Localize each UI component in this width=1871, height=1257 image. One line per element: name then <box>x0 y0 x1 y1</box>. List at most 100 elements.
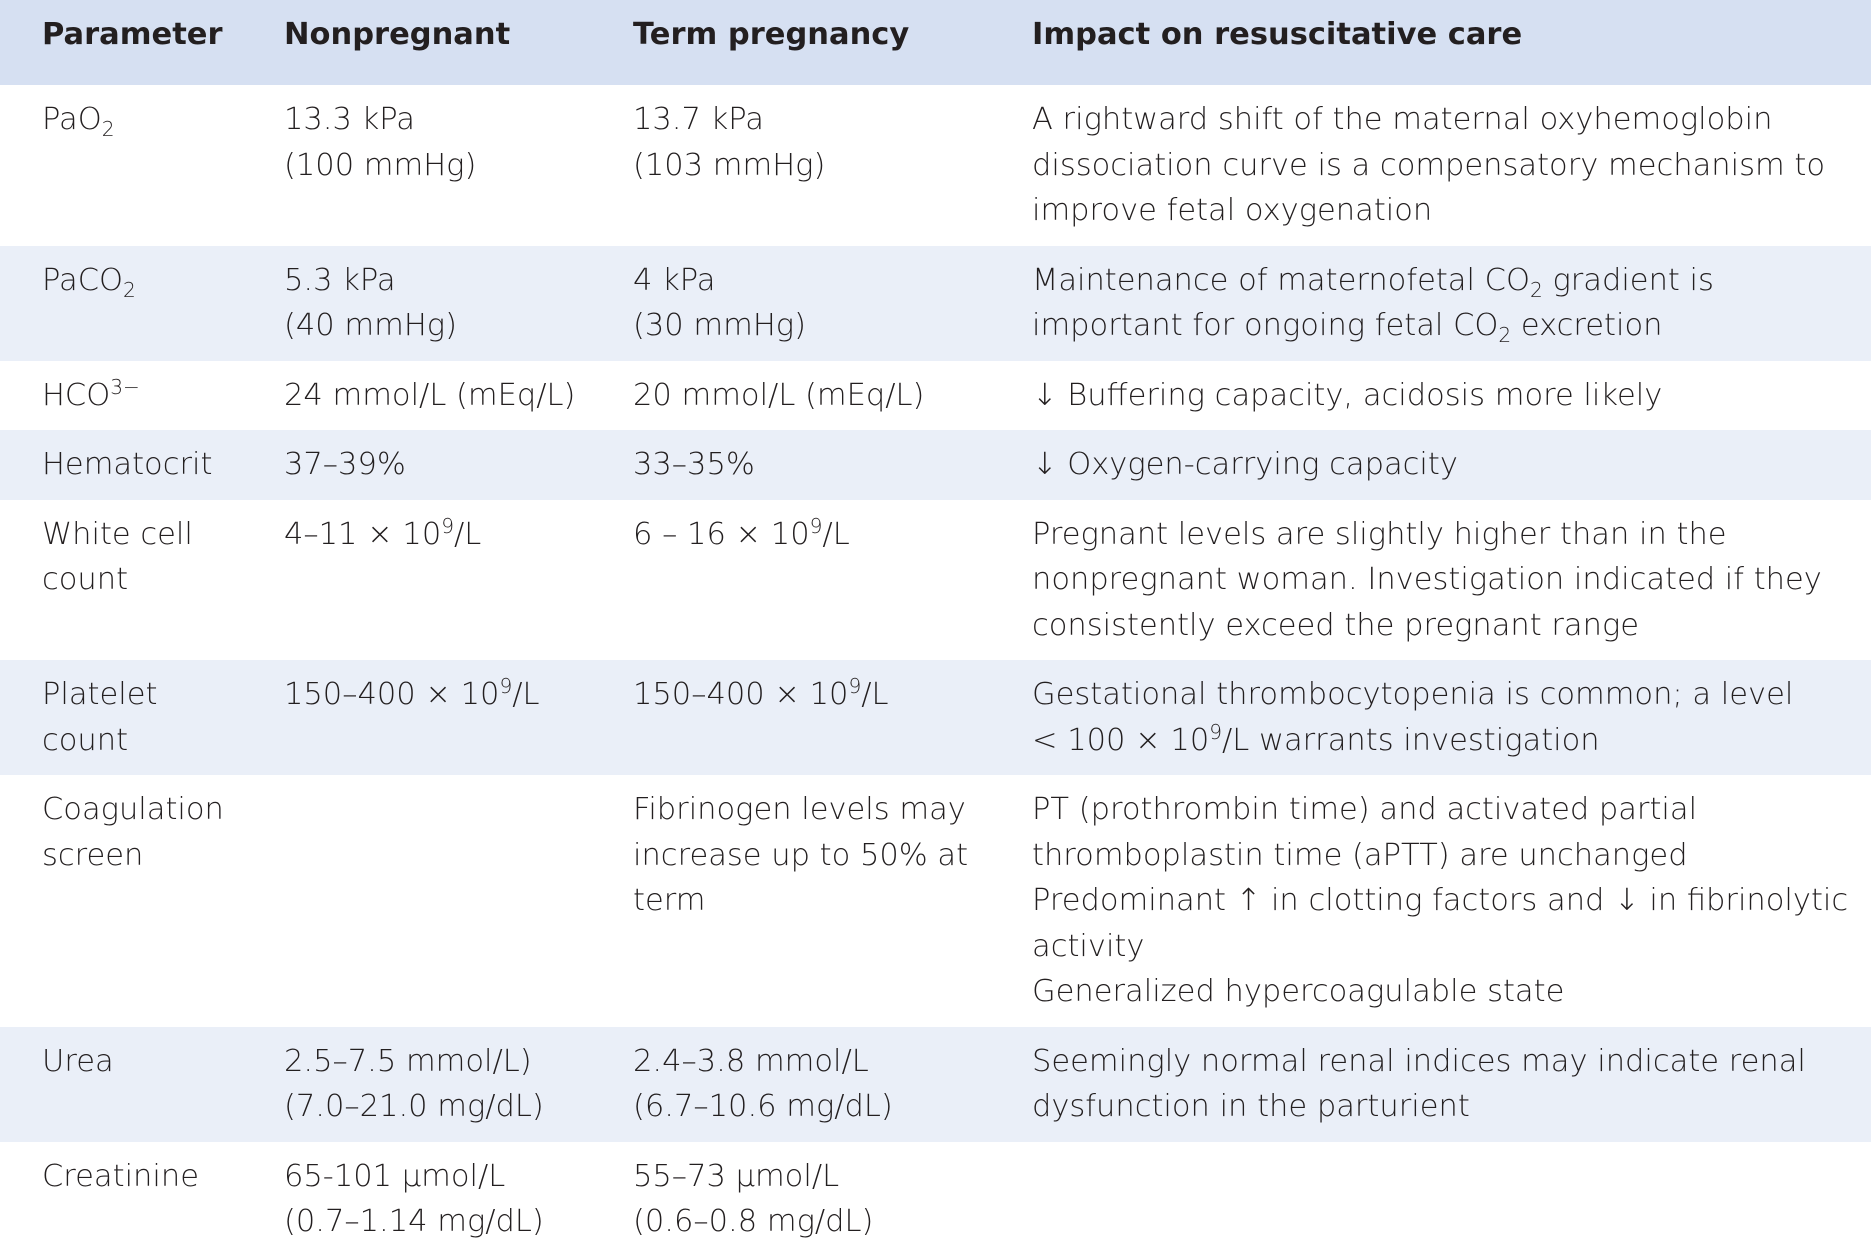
header-nonpregnant: Nonpregnant <box>284 0 633 85</box>
impact-cell: A rightward shift of the maternal oxyhem… <box>1032 85 1871 246</box>
nonpregnant-cell: 4–11 × 109/L <box>284 499 633 660</box>
header-row: Parameter Nonpregnant Term pregnancy Imp… <box>0 0 1871 85</box>
parameter-text: Creatinine <box>42 1158 199 1194</box>
impact-text: gradient is <box>1542 262 1714 298</box>
term-cell: 55–73 µmol/L (0.6–0.8 mg/dL) <box>633 1141 1032 1257</box>
table-row: White cell count 4–11 × 109/L 6 – 16 × 1… <box>0 499 1871 660</box>
value-line: 150–400 × 109/L <box>633 672 1020 718</box>
impact-cell: Gestational thrombocytopenia is common; … <box>1032 660 1871 775</box>
value-line: (7.0–21.0 mg/dL) <box>284 1089 544 1124</box>
parameter-text: count <box>42 722 129 758</box>
impact-cell: Maintenance of maternofetal CO2 gradient… <box>1032 245 1871 361</box>
value-line: 24 mmol/L (mEq/L) <box>284 377 576 413</box>
value-text: /L <box>822 516 850 552</box>
nonpregnant-cell: 5.3 kPa (40 mmHg) <box>284 245 633 361</box>
impact-cell: ↓ Buffering capacity, acidosis more like… <box>1032 360 1871 430</box>
parameter-text: Coagulation <box>42 792 224 827</box>
parameter-subscript: 2 <box>101 117 115 142</box>
value-line: 20 mmol/L (mEq/L) <box>633 377 925 413</box>
impact-line: ↓ Buffering capacity, acidosis more like… <box>1032 377 1663 413</box>
impact-line: activity <box>1032 928 1145 964</box>
parameter-cell: Platelet count <box>0 660 284 775</box>
value-text: /L <box>454 516 482 552</box>
impact-line: Gestational thrombocytopenia is common; … <box>1032 677 1794 712</box>
value-line: 33–35% <box>633 447 755 482</box>
value-line: (6.7–10.6 mg/dL) <box>633 1089 893 1124</box>
term-cell: 6 – 16 × 109/L <box>633 499 1032 660</box>
impact-subscript: 2 <box>1498 323 1512 348</box>
value-superscript: 9 <box>499 673 513 698</box>
value-line: 2.5–7.5 mmol/L) <box>284 1043 532 1079</box>
header-term-pregnancy: Term pregnancy <box>633 0 1032 85</box>
impact-text: important for ongoing fetal CO <box>1032 308 1499 343</box>
value-superscript: 9 <box>441 513 455 538</box>
term-cell: 13.7 kPa (103 mmHg) <box>633 85 1032 246</box>
parameter-cell: Hematocrit <box>0 430 284 500</box>
nonpregnant-cell: 37–39% <box>284 430 633 500</box>
impact-line: ↓ Oxygen-carrying capacity <box>1032 447 1458 482</box>
parameter-text: Hematocrit <box>42 447 213 482</box>
impact-cell: PT (prothrombin time) and activated part… <box>1032 775 1871 1027</box>
nonpregnant-cell: 24 mmol/L (mEq/L) <box>284 360 633 430</box>
value-line: 13.3 kPa <box>284 102 415 137</box>
impact-subscript: 2 <box>1529 277 1543 302</box>
value-line: (0.6–0.8 mg/dL) <box>633 1204 874 1239</box>
value-line: 37–39% <box>284 447 406 482</box>
nonpregnant-cell: 65-101 µmol/L (0.7–1.14 mg/dL) <box>284 1141 633 1257</box>
table-row: PaO2 13.3 kPa (100 mmHg) 13.7 kPa (103 m… <box>0 85 1871 246</box>
value-line: 6 – 16 × 109/L <box>633 512 1020 558</box>
impact-line: Maintenance of maternofetal CO2 gradient… <box>1032 258 1859 304</box>
table-row: Hematocrit 37–39% 33–35% ↓ Oxygen-carryi… <box>0 430 1871 500</box>
parameter-text: Platelet <box>42 677 158 712</box>
parameter-text: Urea <box>42 1043 114 1079</box>
impact-cell <box>1032 1141 1871 1257</box>
impact-text: Maintenance of maternofetal CO <box>1032 262 1530 298</box>
parameter-text: PaCO <box>42 262 124 298</box>
value-line: (100 mmHg) <box>284 147 477 183</box>
value-text: /L <box>512 677 540 712</box>
value-line: term <box>633 883 706 918</box>
nonpregnant-cell: 2.5–7.5 mmol/L) (7.0–21.0 mg/dL) <box>284 1026 633 1142</box>
parameter-text: HCO <box>42 377 111 413</box>
value-text: /L <box>861 677 889 712</box>
parameter-cell: Coagulation screen <box>0 775 284 1027</box>
value-superscript: 9 <box>809 513 823 538</box>
value-text: 150–400 × 10 <box>633 677 849 712</box>
value-text: 4–11 × 10 <box>284 516 442 552</box>
table-row: Coagulation screen Fibrinogen levels may… <box>0 775 1871 1027</box>
impact-line: < 100 × 109/L warrants investigation <box>1032 718 1859 764</box>
nonpregnant-cell: 13.3 kPa (100 mmHg) <box>284 85 633 246</box>
nonpregnant-cell: 150–400 × 109/L <box>284 660 633 775</box>
parameter-cell: White cell count <box>0 499 284 660</box>
impact-cell: Pregnant levels are slightly higher than… <box>1032 499 1871 660</box>
term-cell: Fibrinogen levels may increase up to 50%… <box>633 775 1032 1027</box>
impact-text: < 100 × 10 <box>1032 722 1210 758</box>
parameter-cell: Creatinine <box>0 1141 284 1257</box>
parameter-superscript: 3− <box>110 374 140 399</box>
table-row: PaCO2 5.3 kPa (40 mmHg) 4 kPa (30 mmHg) … <box>0 245 1871 361</box>
parameter-cell: PaCO2 <box>0 245 284 361</box>
value-line: 13.7 kPa <box>633 102 764 137</box>
value-line: (0.7–1.14 mg/dL) <box>284 1204 544 1239</box>
impact-line: dissociation curve is a compensatory mec… <box>1032 147 1825 183</box>
term-cell: 150–400 × 109/L <box>633 660 1032 775</box>
value-line: (30 mmHg) <box>633 308 806 343</box>
parameter-text: PaO <box>42 102 102 137</box>
impact-line: A rightward shift of the maternal oxyhem… <box>1032 102 1773 137</box>
value-line: (40 mmHg) <box>284 308 457 343</box>
value-line: 5.3 kPa <box>284 262 396 298</box>
value-line: (103 mmHg) <box>633 147 826 183</box>
table-row: Creatinine 65-101 µmol/L (0.7–1.14 mg/dL… <box>0 1141 1871 1257</box>
parameter-text: screen <box>42 837 144 873</box>
value-line: increase up to 50% at <box>633 837 969 873</box>
parameter-text: White cell <box>42 516 193 552</box>
impact-line: Seemingly normal renal indices may indic… <box>1032 1043 1806 1079</box>
parameter-cell: Urea <box>0 1026 284 1142</box>
parameter-subscript: 2 <box>123 277 136 302</box>
term-cell: 4 kPa (30 mmHg) <box>633 245 1032 361</box>
value-superscript: 9 <box>848 673 862 698</box>
table-row: HCO3− 24 mmol/L (mEq/L) 20 mmol/L (mEq/L… <box>0 360 1871 430</box>
value-line: 150–400 × 109/L <box>284 672 621 718</box>
value-line: 55–73 µmol/L <box>633 1158 840 1194</box>
impact-text: /L warrants investigation <box>1222 722 1600 758</box>
